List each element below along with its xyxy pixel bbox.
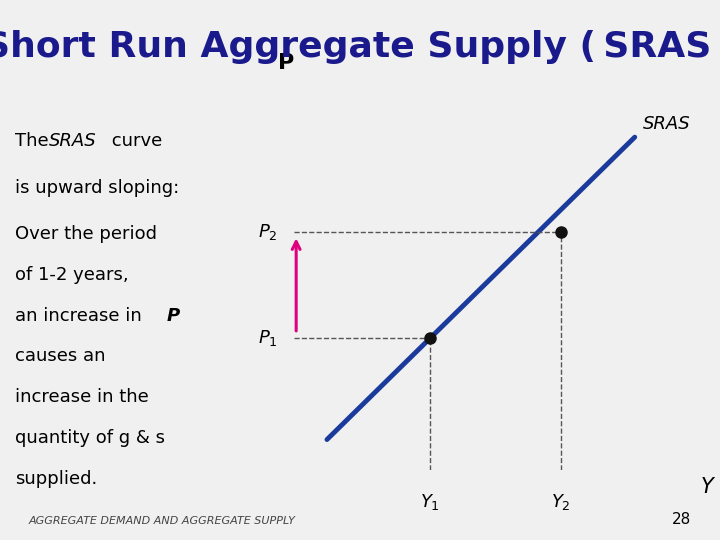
Text: an increase in: an increase in xyxy=(15,307,148,325)
Text: curve: curve xyxy=(106,132,162,150)
Text: is upward sloping:: is upward sloping: xyxy=(15,179,179,197)
Text: P: P xyxy=(167,307,180,325)
Text: $P_2$: $P_2$ xyxy=(258,221,278,242)
Text: Over the period: Over the period xyxy=(15,225,157,243)
Text: SRAS: SRAS xyxy=(643,116,690,133)
Text: of 1-2 years,: of 1-2 years, xyxy=(15,266,129,284)
Text: The: The xyxy=(15,132,55,150)
Text: quantity of g & s: quantity of g & s xyxy=(15,429,165,447)
Text: supplied.: supplied. xyxy=(15,470,97,488)
Text: 28: 28 xyxy=(672,511,691,526)
Text: $P_1$: $P_1$ xyxy=(258,327,278,348)
Text: AGGREGATE DEMAND AND AGGREGATE SUPPLY: AGGREGATE DEMAND AND AGGREGATE SUPPLY xyxy=(29,516,296,526)
Text: $Y_2$: $Y_2$ xyxy=(551,492,571,512)
Text: causes an: causes an xyxy=(15,347,106,366)
Text: Short Run Aggregate Supply ( SRAS ): Short Run Aggregate Supply ( SRAS ) xyxy=(0,30,720,64)
Text: P: P xyxy=(278,53,294,73)
Text: increase in the: increase in the xyxy=(15,388,149,406)
Text: Y: Y xyxy=(701,477,714,497)
Text: $Y_1$: $Y_1$ xyxy=(420,492,439,512)
Text: SRAS: SRAS xyxy=(48,132,96,150)
